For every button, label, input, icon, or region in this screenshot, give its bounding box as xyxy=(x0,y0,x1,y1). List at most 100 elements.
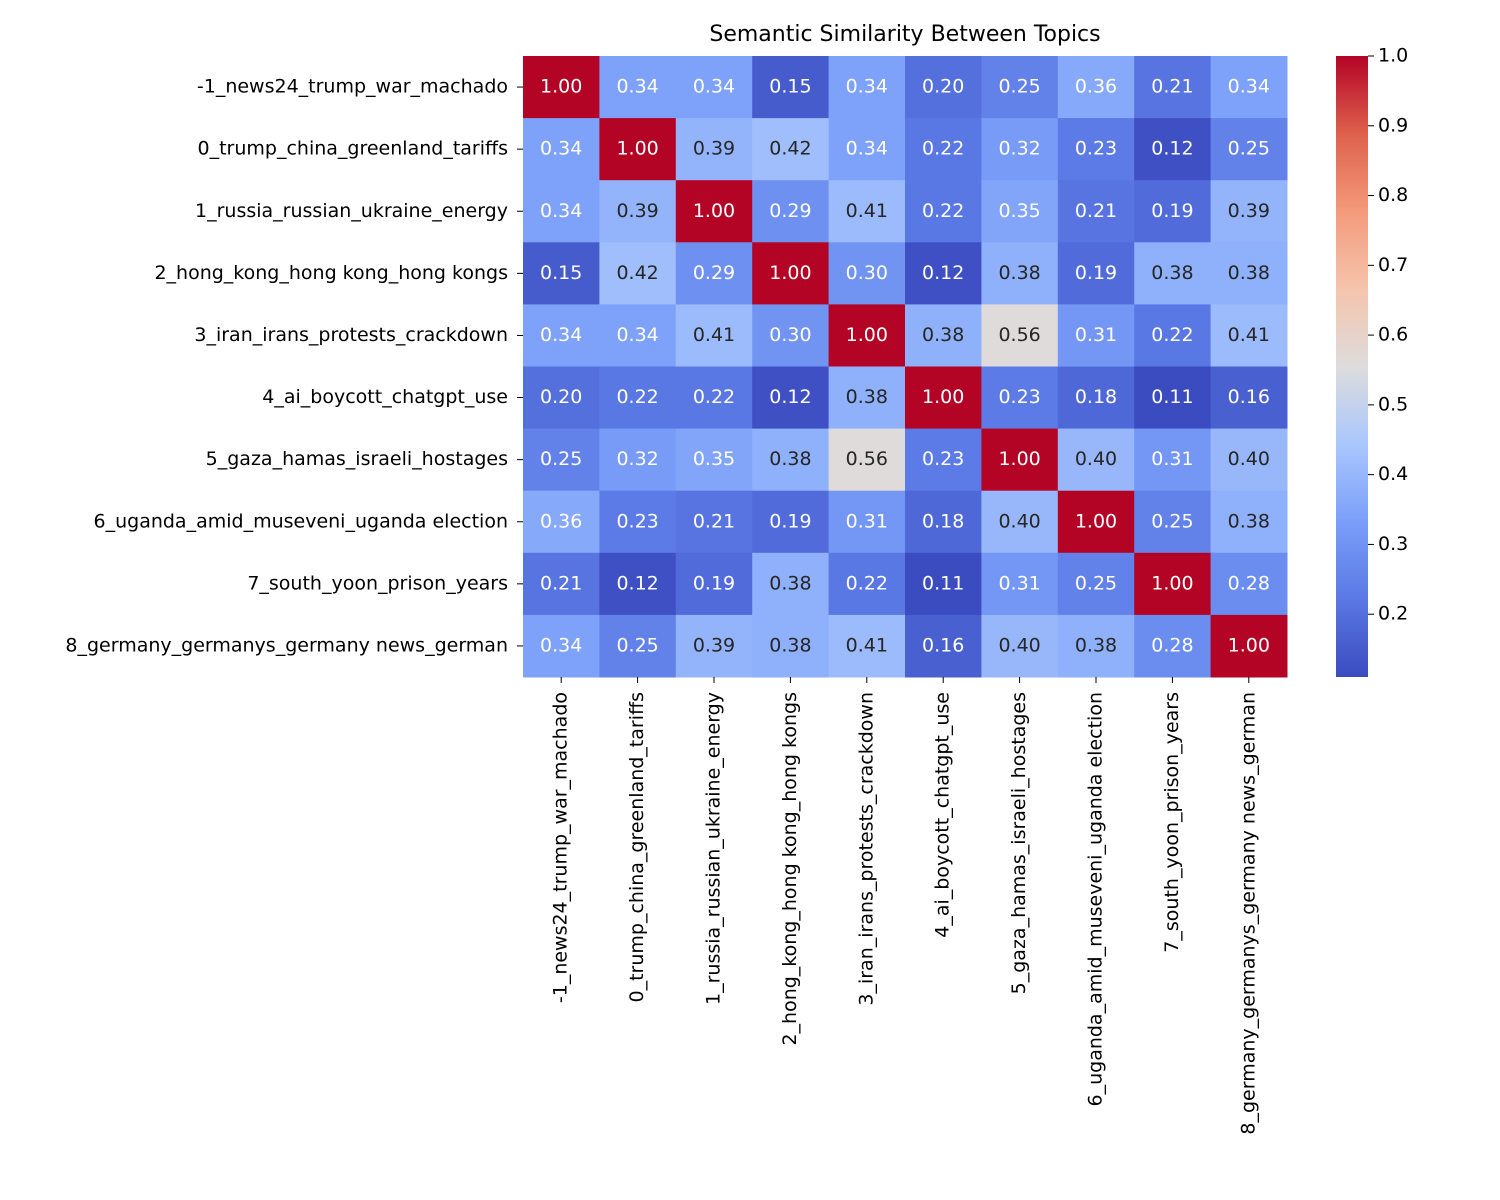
heatmap-cell xyxy=(1134,366,1212,430)
heatmap-cell xyxy=(1057,242,1135,305)
cell-label: 0.21 xyxy=(540,572,582,594)
colorbar-tick-label: 0.5 xyxy=(1378,393,1408,415)
x-tick-label: 5_gaza_hamas_israeli_hostages xyxy=(1008,692,1030,994)
cell-label: 0.38 xyxy=(998,262,1040,284)
cell-label: 0.18 xyxy=(1075,386,1117,408)
heatmap-cell xyxy=(981,428,1059,492)
heatmap-cell xyxy=(675,614,753,678)
heatmap-cell xyxy=(981,304,1059,367)
cell-label: 0.23 xyxy=(1075,138,1117,160)
heatmap-cell xyxy=(599,242,677,305)
heatmap-cell xyxy=(1057,366,1135,430)
heatmap-cell xyxy=(981,56,1059,119)
cell-label: 0.34 xyxy=(693,76,735,98)
heatmap-cell xyxy=(523,56,600,119)
colorbar-tick-label: 0.6 xyxy=(1378,324,1408,346)
cell-label: 0.40 xyxy=(1075,448,1117,470)
heatmap-cell xyxy=(752,242,830,305)
heatmap-cell xyxy=(1134,304,1212,367)
x-tick-label: 2_hong_kong_hong kong_hong kongs xyxy=(779,692,801,1046)
heatmap-cell xyxy=(675,490,753,554)
y-tick-label: 6_uganda_amid_museveni_uganda election xyxy=(94,510,509,532)
heatmap-cell xyxy=(828,552,906,616)
heatmap-cell xyxy=(1057,56,1135,119)
x-tick-label: 8_germany_germanys_germany news_german xyxy=(1237,692,1259,1135)
heatmap-cell xyxy=(981,366,1059,430)
cell-label: 0.42 xyxy=(616,262,658,284)
heatmap-cell xyxy=(599,490,677,554)
cell-label: 0.38 xyxy=(1228,510,1270,532)
cell-label: 0.39 xyxy=(693,138,735,160)
cell-label: 0.41 xyxy=(1228,324,1270,346)
cell-label: 0.28 xyxy=(1151,634,1193,656)
cell-label: 0.34 xyxy=(540,324,582,346)
cell-label: 0.20 xyxy=(922,76,964,98)
y-tick-label: 2_hong_kong_hong kong_hong kongs xyxy=(154,262,508,284)
heatmap-cell xyxy=(1210,366,1288,430)
cell-label: 1.00 xyxy=(1075,510,1117,532)
heatmap-cell xyxy=(1057,304,1135,367)
cell-label: 0.15 xyxy=(769,76,811,98)
heatmap-cell xyxy=(828,304,906,367)
heatmap-cell xyxy=(1057,428,1135,492)
cell-label: 0.16 xyxy=(922,634,964,656)
heatmap-cell xyxy=(599,180,677,243)
cell-label: 0.25 xyxy=(1075,572,1117,594)
heatmap-cell xyxy=(752,56,830,119)
heatmap-cell xyxy=(828,180,906,243)
colorbar-tick-label: 0.4 xyxy=(1378,463,1408,485)
x-tick-label: 1_russia_russian_ukraine_energy xyxy=(703,692,725,1005)
heatmap-cell xyxy=(1210,242,1288,305)
cell-label: 0.25 xyxy=(540,448,582,470)
heatmap-cell xyxy=(675,242,753,305)
heatmap-cell xyxy=(828,366,906,430)
cell-label: 0.25 xyxy=(1228,138,1270,160)
y-tick-label: -1_news24_trump_war_machado xyxy=(197,76,508,98)
cell-label: 0.38 xyxy=(769,634,811,656)
cell-label: 0.42 xyxy=(769,138,811,160)
heatmap-cell xyxy=(523,552,600,616)
heatmap-cell xyxy=(752,614,830,678)
heatmap-cell xyxy=(981,552,1059,616)
cell-label: 0.31 xyxy=(1151,448,1193,470)
cell-label: 0.21 xyxy=(693,510,735,532)
cell-label: 0.16 xyxy=(1228,386,1270,408)
heatmap-cell xyxy=(599,552,677,616)
heatmap-cell xyxy=(981,614,1059,678)
heatmap-cell xyxy=(981,490,1059,554)
heatmap-cell xyxy=(905,242,982,305)
cell-label: 0.38 xyxy=(1075,634,1117,656)
heatmap-cell xyxy=(1134,614,1212,678)
cell-label: 0.22 xyxy=(1151,324,1193,346)
cell-label: 0.19 xyxy=(1075,262,1117,284)
cell-label: 0.34 xyxy=(846,138,888,160)
cell-label: 0.39 xyxy=(1228,200,1270,222)
cell-label: 0.38 xyxy=(1151,262,1193,284)
cell-label: 1.00 xyxy=(846,324,888,346)
cell-label: 0.40 xyxy=(998,510,1040,532)
heatmap-cell xyxy=(752,180,830,243)
heatmap-cell xyxy=(675,366,753,430)
colorbar-tick-label: 1.0 xyxy=(1378,45,1408,67)
cell-label: 0.12 xyxy=(616,572,658,594)
cell-label: 0.38 xyxy=(922,324,964,346)
cell-label: 1.00 xyxy=(769,262,811,284)
cell-label: 0.23 xyxy=(616,510,658,532)
colorbar xyxy=(1336,56,1368,677)
cell-label: 0.34 xyxy=(846,76,888,98)
heatmap-cell xyxy=(675,304,753,367)
heatmap-cell xyxy=(523,366,600,430)
heatmap-cell xyxy=(828,490,906,554)
cell-label: 0.31 xyxy=(1075,324,1117,346)
heatmap-cell xyxy=(599,428,677,492)
cell-label: 0.39 xyxy=(693,634,735,656)
heatmap-cell xyxy=(1057,552,1135,616)
y-tick-label: 0_trump_china_greenland_tariffs xyxy=(198,138,509,160)
cell-label: 0.34 xyxy=(540,634,582,656)
heatmap-cell xyxy=(905,490,982,554)
heatmap-cell xyxy=(599,56,677,119)
heatmap-cell xyxy=(828,118,906,181)
colorbar-tick-label: 0.3 xyxy=(1378,533,1408,555)
heatmap-cell xyxy=(1210,118,1288,181)
